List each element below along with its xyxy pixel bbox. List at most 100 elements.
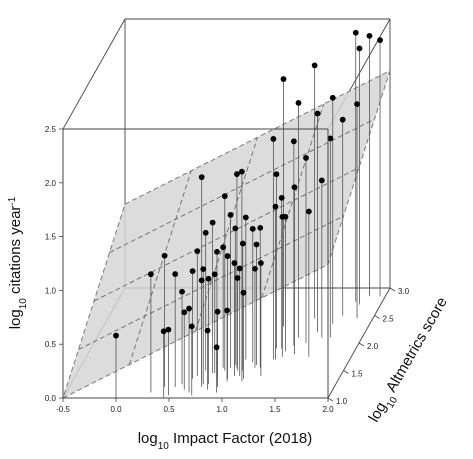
data-point xyxy=(270,136,277,142)
z-tick-label: 0.0 xyxy=(45,394,57,403)
data-points xyxy=(113,29,383,351)
z-axis-title-sup: -1 xyxy=(7,196,18,205)
data-point xyxy=(221,193,228,200)
y-tick-label: 1.0 xyxy=(336,397,348,406)
z-tick-label: 2.5 xyxy=(45,125,57,134)
y-tick-mark xyxy=(327,397,334,402)
x-axis-title: log10 Impact Factor (2018) xyxy=(138,430,313,452)
data-point xyxy=(278,194,285,201)
data-point xyxy=(290,138,297,145)
z-tick-label: 0.5 xyxy=(45,340,57,349)
data-point xyxy=(148,271,154,278)
plane-grid-line xyxy=(93,167,360,302)
data-point xyxy=(273,171,280,178)
y-tick-mark xyxy=(374,315,380,319)
data-point xyxy=(356,45,363,52)
y-tick-mark xyxy=(389,287,396,292)
data-point xyxy=(234,171,240,177)
y-tick-label: 3.0 xyxy=(398,287,410,296)
y-axis-ticks: 1.0 1.5 2.0 2.5 3.0 xyxy=(327,287,410,406)
data-point xyxy=(198,277,205,284)
data-point xyxy=(329,94,336,101)
drop-lines xyxy=(115,32,381,398)
data-point xyxy=(327,135,334,142)
data-point xyxy=(179,288,185,295)
z-axis-ticks: 0.0 0.5 1.0 1.5 2.0 2.5 xyxy=(45,125,63,403)
data-point xyxy=(227,212,234,218)
data-point xyxy=(189,268,196,275)
data-point xyxy=(239,240,246,247)
data-point xyxy=(311,62,318,69)
data-point xyxy=(366,32,373,39)
data-point xyxy=(239,168,245,175)
data-point xyxy=(194,248,201,255)
plane-grid-line xyxy=(261,103,325,299)
y-axis-title: log10 Altmetrics score xyxy=(365,294,454,427)
data-point xyxy=(352,29,359,36)
y-tick-mark xyxy=(343,370,349,374)
data-point xyxy=(234,275,241,281)
y-axis-title-rest: Altmetrics score xyxy=(381,294,451,398)
z-axis-title-mid: citations year xyxy=(7,206,24,299)
data-point xyxy=(211,271,218,278)
data-point xyxy=(280,76,287,82)
data-point xyxy=(213,344,220,351)
data-point xyxy=(165,326,172,333)
data-point xyxy=(214,248,220,255)
data-point xyxy=(186,305,192,312)
y-tick-label: 1.5 xyxy=(352,370,364,379)
data-point xyxy=(314,110,321,117)
data-point xyxy=(181,309,188,316)
data-point xyxy=(377,37,383,44)
data-point xyxy=(204,327,211,334)
z-tick-label: 2.0 xyxy=(45,179,57,188)
data-point xyxy=(318,177,325,184)
data-point xyxy=(240,289,247,296)
x-tick-label: 1.5 xyxy=(269,405,281,414)
data-point xyxy=(258,260,264,266)
y-tick-label: 2.0 xyxy=(367,342,379,351)
data-point xyxy=(188,323,195,330)
data-point xyxy=(252,265,258,272)
y-tick-mark xyxy=(358,342,365,347)
data-point xyxy=(224,253,231,259)
z-axis-title-main: log xyxy=(7,309,24,329)
x-axis-title-main: log xyxy=(138,430,158,447)
data-point xyxy=(209,219,216,226)
data-point xyxy=(200,266,207,273)
data-point xyxy=(113,332,119,339)
data-point xyxy=(172,271,179,277)
data-point xyxy=(305,208,312,215)
z-tick-label: 1.0 xyxy=(45,286,57,295)
x-axis-title-rest: Impact Factor (2018) xyxy=(169,430,312,447)
y-tick-label: 2.5 xyxy=(383,315,395,324)
plane-grid-line xyxy=(128,170,192,365)
data-point xyxy=(253,241,260,248)
box-edge xyxy=(62,18,126,130)
data-point xyxy=(339,116,346,123)
x-tick-label: 0.0 xyxy=(110,405,122,414)
data-point xyxy=(224,307,230,314)
z-tick-label: 1.5 xyxy=(45,233,57,242)
data-point xyxy=(161,252,168,259)
data-point xyxy=(249,225,256,232)
data-point xyxy=(232,225,239,232)
data-point xyxy=(236,265,243,272)
data-point xyxy=(198,174,205,181)
data-point xyxy=(160,328,167,335)
data-point xyxy=(291,184,298,191)
data-point xyxy=(242,214,249,221)
data-point xyxy=(214,308,221,315)
box-front-edges xyxy=(62,128,329,399)
data-point xyxy=(354,101,360,108)
x-tick-label: 1.0 xyxy=(216,405,228,414)
data-point xyxy=(220,244,227,251)
data-point xyxy=(272,203,279,210)
data-point xyxy=(282,213,289,220)
x-tick-label: 2.0 xyxy=(322,405,334,414)
z-axis-title: log10 citations year-1 xyxy=(7,196,29,329)
data-point xyxy=(202,229,209,236)
data-point xyxy=(231,260,238,266)
x-axis-title-sub: 10 xyxy=(158,441,170,452)
